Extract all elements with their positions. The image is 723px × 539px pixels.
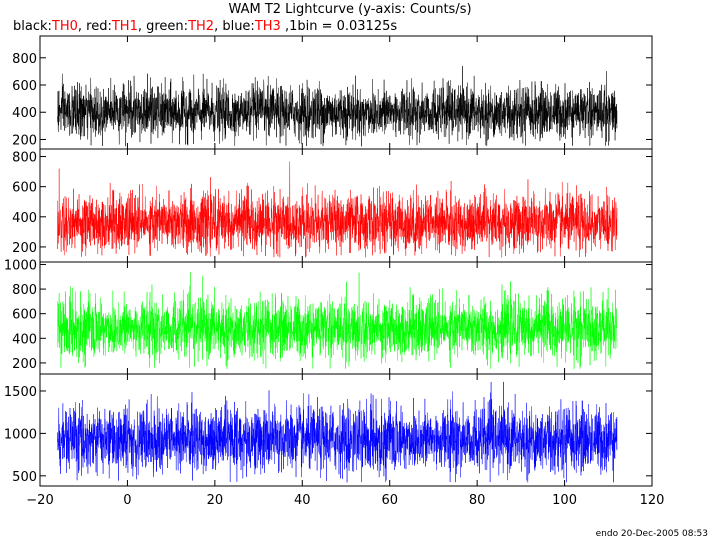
subtitle-part-8: ,1bin = 0.03125s xyxy=(281,19,398,34)
x-axis: −20 0 20 40 60 80 100 120 xyxy=(26,493,664,508)
y-tick-label-th2-1000: 1000 xyxy=(4,258,37,273)
y-tick-label-th2-400: 400 xyxy=(12,332,37,347)
subtitle-part-5: TH2 xyxy=(187,19,214,34)
subtitle-part-0: black: xyxy=(13,19,52,34)
y-tick-label-th2-600: 600 xyxy=(12,308,37,323)
series-line-th1 xyxy=(57,161,618,258)
y-tick-label-th0-600: 600 xyxy=(12,79,37,94)
y-tick-label-th3-1000: 1000 xyxy=(4,427,37,442)
panels-group: 200 400 600 800 200 400 600 800 200 400 600 800 1000… xyxy=(4,35,653,487)
panel-th1: 200 400 600 800 xyxy=(12,148,653,263)
x-tick-label-120: 120 xyxy=(640,493,665,508)
series-line-th3 xyxy=(57,381,618,483)
y-tick-label-th1-600: 600 xyxy=(12,181,37,196)
y-tick-label-th0-200: 200 xyxy=(12,133,37,148)
y-tick-label-th2-200: 200 xyxy=(12,357,37,372)
y-tick-label-th3-1500: 1500 xyxy=(4,385,37,400)
panel-th2: 200 400 600 800 1000 xyxy=(4,258,653,375)
y-tick-label-th0-400: 400 xyxy=(12,106,37,121)
y-tick-label-th1-200: 200 xyxy=(12,241,37,256)
panel-frame-th3 xyxy=(39,373,653,487)
chart-subtitle: black:TH0, red:TH1, green:TH2, blue:TH3 … xyxy=(13,19,397,34)
subtitle-part-6: , blue: xyxy=(214,19,255,34)
subtitle-part-4: , green: xyxy=(138,19,188,34)
y-tick-label-th2-800: 800 xyxy=(12,283,37,298)
x-tick-label-60: 60 xyxy=(381,493,398,508)
y-tick-label-th1-800: 800 xyxy=(12,151,37,166)
x-tick-label-40: 40 xyxy=(294,493,311,508)
subtitle-part-3: TH1 xyxy=(111,19,138,34)
x-tick-label-20: 20 xyxy=(207,493,224,508)
x-tick-label-100: 100 xyxy=(552,493,577,508)
chart-title: WAM T2 Lightcurve (y-axis: Counts/s) xyxy=(228,2,471,17)
y-tick-label-th0-800: 800 xyxy=(12,52,37,67)
subtitle-part-7: TH3 xyxy=(254,19,281,34)
footer-credit: endo 20-Dec-2005 08:53 xyxy=(596,529,708,539)
y-tick-label-th3-500: 500 xyxy=(12,470,37,485)
y-tick-label-th1-400: 400 xyxy=(12,211,37,226)
panel-th3: 500 1000 1500 xyxy=(4,373,653,487)
panel-th0: 200 400 600 800 xyxy=(12,35,653,150)
series-line-th0 xyxy=(57,66,618,147)
x-tick-label-80: 80 xyxy=(469,493,486,508)
subtitle-part-1: TH0 xyxy=(51,19,78,34)
x-tick-label--20: −20 xyxy=(26,493,53,508)
series-line-th2 xyxy=(57,271,618,369)
x-tick-label-0: 0 xyxy=(123,493,131,508)
subtitle-part-2: , red: xyxy=(78,19,112,34)
